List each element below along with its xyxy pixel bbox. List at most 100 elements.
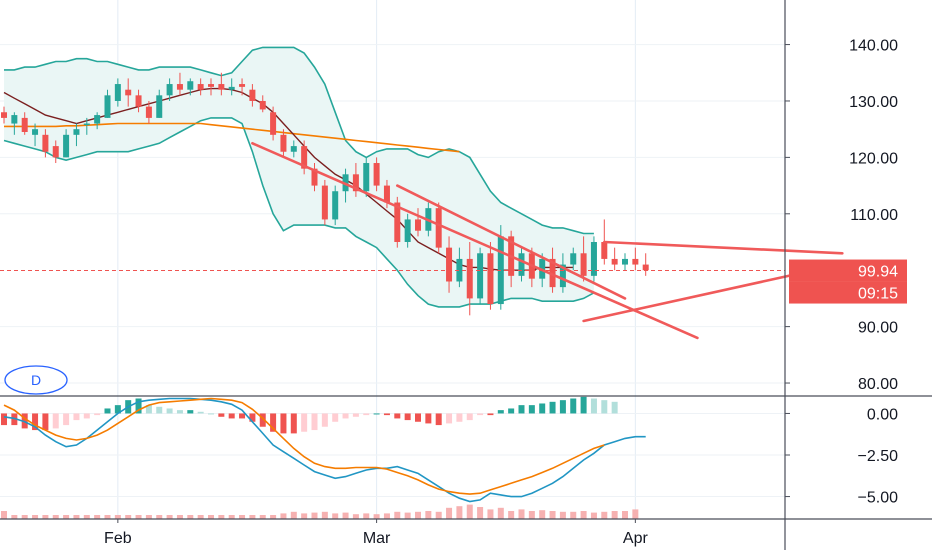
volume-bar [311, 512, 318, 519]
candle-body [466, 258, 473, 299]
volume-bar [435, 511, 442, 519]
volume-bar [549, 511, 556, 519]
candle-body [394, 202, 401, 242]
price-tick-label: 120.00 [849, 150, 898, 167]
volume-bar [156, 515, 163, 519]
volume-bar [135, 515, 142, 519]
price-tick-label: 140.00 [849, 38, 898, 55]
candle-body [104, 95, 111, 118]
price-axis[interactable]: 140.00 130.00 120.00 110.00 90.00 80.00 [785, 38, 898, 393]
macd-histogram-bar [42, 413, 49, 431]
time-axis[interactable]: Feb Mar Apr [104, 519, 648, 547]
price-tick-label: 110.00 [850, 207, 898, 224]
macd-histogram-bar [549, 401, 556, 414]
macd-histogram-bar [166, 408, 173, 414]
candle-body [590, 242, 597, 276]
candle-body [559, 264, 566, 288]
volume-bar [559, 511, 566, 519]
interval-badge[interactable]: D [4, 365, 68, 395]
candle-body [176, 84, 183, 90]
macd-histogram-bar [404, 413, 411, 421]
bollinger-band-fill [4, 47, 594, 307]
time-tick-label: Mar [363, 530, 391, 547]
macd-histogram-bar [487, 413, 494, 416]
volume-bar [456, 506, 463, 519]
candle-body [83, 123, 90, 126]
candle-body [259, 100, 266, 110]
trendline[interactable] [395, 184, 627, 300]
volume-bar [228, 515, 235, 519]
candle-body [332, 191, 339, 220]
volume-bar [508, 511, 515, 519]
price-tick-label: 90.00 [858, 320, 898, 337]
macd-histogram-bar [135, 398, 142, 414]
macd-pane[interactable] [1, 396, 646, 519]
candle-body [11, 115, 18, 124]
volume-bar [94, 515, 101, 519]
candle-body [218, 84, 225, 90]
candle-body [632, 258, 639, 265]
candle-body [570, 253, 577, 265]
macd-histogram-bar [352, 413, 359, 417]
macd-histogram-bar [580, 396, 587, 414]
macd-histogram-bar [52, 413, 59, 429]
volume-bar [104, 515, 111, 519]
volume-bar [166, 515, 173, 519]
volume-bar [83, 515, 90, 519]
candle-body [642, 264, 649, 271]
volume-bar [363, 513, 370, 519]
volume-bar [63, 515, 70, 519]
macd-histogram-bar [83, 413, 90, 419]
volume-bar [218, 515, 225, 519]
trendline[interactable] [602, 240, 844, 255]
macd-histogram-bar [570, 398, 577, 414]
candle-body [580, 253, 587, 276]
macd-histogram-bar [394, 413, 401, 419]
candle-body [487, 253, 494, 305]
long-moving-average [4, 122, 460, 153]
volume-bar [52, 515, 59, 519]
volume-bars [1, 504, 639, 519]
volume-bar [32, 515, 39, 519]
time-tick-label: Apr [623, 530, 649, 547]
volume-bar [114, 515, 121, 519]
macd-histogram-bar [239, 413, 246, 419]
volume-bar [404, 512, 411, 519]
price-pane[interactable] [0, 46, 855, 340]
volume-bar [270, 515, 277, 519]
candle-body [197, 84, 204, 90]
macd-histogram-bar [11, 413, 18, 426]
volume-bar [259, 515, 266, 519]
macd-histogram-bar [301, 413, 308, 432]
macd-histogram [1, 396, 618, 434]
candle-body [135, 95, 142, 107]
candle-body [63, 134, 70, 158]
volume-bar [415, 511, 421, 519]
candle-body [156, 95, 163, 118]
volume-bar [632, 509, 639, 519]
last-price-tag: 99.94 09:15 [789, 259, 907, 304]
macd-histogram-bar [176, 410, 183, 414]
indicator-tick-label: 0.00 [867, 406, 898, 423]
candle-body [1, 112, 7, 118]
candle-body [601, 242, 608, 259]
trendline[interactable] [251, 141, 699, 340]
trendlines[interactable] [251, 141, 855, 340]
volume-bar [280, 513, 287, 519]
last-price-label: 99.94 [858, 264, 898, 281]
macd-histogram-bar [466, 413, 473, 421]
macd-histogram-bar [590, 398, 597, 414]
candle-body [239, 84, 246, 87]
candle-body [383, 185, 390, 203]
last-price-tag-box [789, 259, 907, 282]
volume-bar [342, 512, 349, 519]
macd-histogram-bar [63, 413, 70, 426]
macd-histogram-bar [197, 411, 204, 414]
candle-body [435, 208, 442, 248]
volume-bar [466, 504, 473, 519]
volume-bar [394, 511, 401, 519]
indicator-axis[interactable]: 0.00 −2.50 −5.00 [785, 406, 898, 507]
volume-bar [125, 515, 132, 519]
